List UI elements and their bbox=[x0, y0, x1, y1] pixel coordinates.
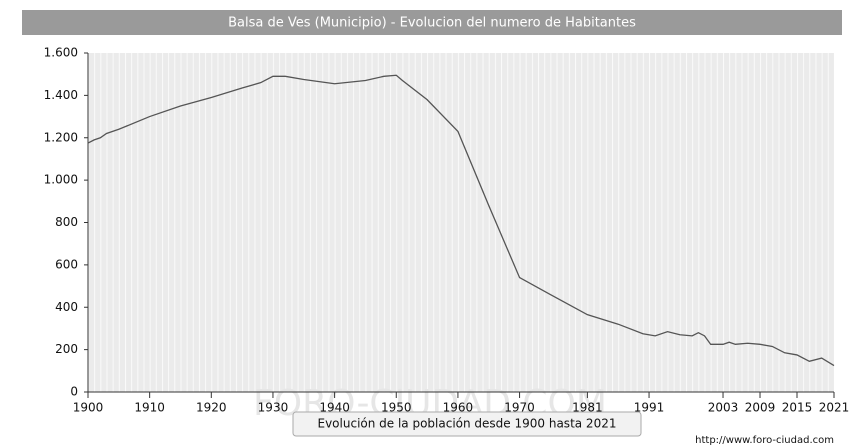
y-tick-label: 800 bbox=[55, 215, 78, 229]
y-tick-label: 0 bbox=[70, 385, 78, 399]
x-tick-label: 1981 bbox=[572, 401, 603, 415]
tooltip-box bbox=[292, 411, 642, 437]
tooltip: Evolución de la población desde 1900 has… bbox=[318, 417, 617, 431]
y-tick-label: 400 bbox=[55, 300, 78, 314]
x-tick-label: 2003 bbox=[708, 401, 739, 415]
y-tick-label: 1.400 bbox=[44, 88, 78, 102]
x-tick-label: 1900 bbox=[73, 401, 104, 415]
y-tick-label: 1.000 bbox=[44, 173, 78, 187]
y-tick-label: 1.200 bbox=[44, 130, 78, 144]
x-tick-label: 1940 bbox=[319, 401, 350, 415]
x-tick-label: 2021 bbox=[819, 401, 850, 415]
source: http://www.foro-ciudad.com bbox=[695, 435, 834, 446]
y-tick-label: 1.600 bbox=[44, 46, 78, 60]
x-tick-label: 1910 bbox=[134, 401, 165, 415]
title-bar bbox=[22, 10, 842, 35]
x-tick-label: 2015 bbox=[782, 401, 813, 415]
line-series bbox=[87, 74, 835, 367]
y-tick-label: 600 bbox=[55, 257, 78, 271]
x-tick-label: 1960 bbox=[443, 401, 474, 415]
x-tick-label: 1930 bbox=[258, 401, 289, 415]
x-tick-label: 1920 bbox=[196, 401, 227, 415]
x-tick-label: 2009 bbox=[745, 401, 776, 415]
plot-background bbox=[88, 53, 834, 392]
chart-title: Balsa de Ves (Municipio) - Evolucion del… bbox=[228, 16, 636, 31]
x-tick-label: 1991 bbox=[634, 401, 665, 415]
x-tick-label: 1950 bbox=[381, 401, 412, 415]
y-tick-label: 200 bbox=[55, 342, 78, 356]
x-tick-label: 1970 bbox=[504, 401, 535, 415]
